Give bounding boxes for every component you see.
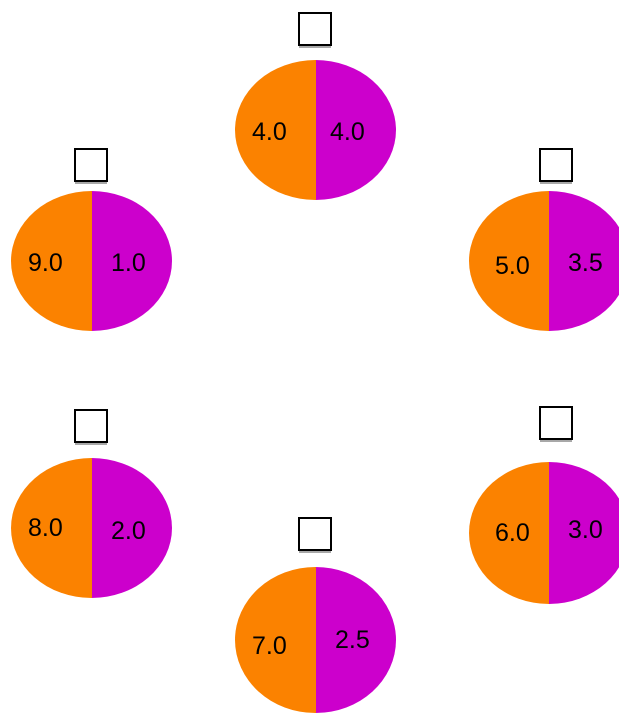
right-value: 1.0 [111, 249, 146, 277]
left-value: 5.0 [495, 252, 530, 280]
left-half [11, 191, 92, 331]
right-value: 3.0 [568, 516, 603, 544]
split-oval [11, 458, 172, 598]
right-half [549, 462, 619, 604]
left-half [235, 60, 316, 200]
split-oval [11, 191, 172, 331]
right-value: 4.0 [330, 118, 365, 146]
left-value: 9.0 [28, 249, 63, 277]
split-oval [469, 191, 619, 331]
left-half [469, 462, 549, 604]
left-value: 8.0 [28, 514, 63, 542]
checkbox[interactable] [298, 12, 332, 46]
right-value: 2.5 [335, 626, 370, 654]
right-half [91, 191, 172, 331]
left-value: 6.0 [495, 519, 530, 547]
left-value: 4.0 [252, 118, 287, 146]
split-oval [235, 60, 396, 200]
split-oval [235, 567, 396, 713]
right-half [91, 458, 172, 598]
right-half [315, 567, 396, 713]
left-half [235, 567, 316, 713]
right-half [549, 191, 619, 331]
checkbox[interactable] [298, 517, 332, 551]
left-value: 7.0 [252, 632, 287, 660]
right-value: 2.0 [111, 517, 146, 545]
split-oval [469, 462, 619, 604]
left-half [469, 191, 549, 331]
checkbox[interactable] [74, 148, 108, 182]
checkbox[interactable] [539, 148, 573, 182]
right-value: 3.5 [568, 249, 603, 277]
right-half [315, 60, 396, 200]
checkbox[interactable] [74, 409, 108, 443]
left-half [11, 458, 92, 598]
checkbox[interactable] [539, 406, 573, 440]
